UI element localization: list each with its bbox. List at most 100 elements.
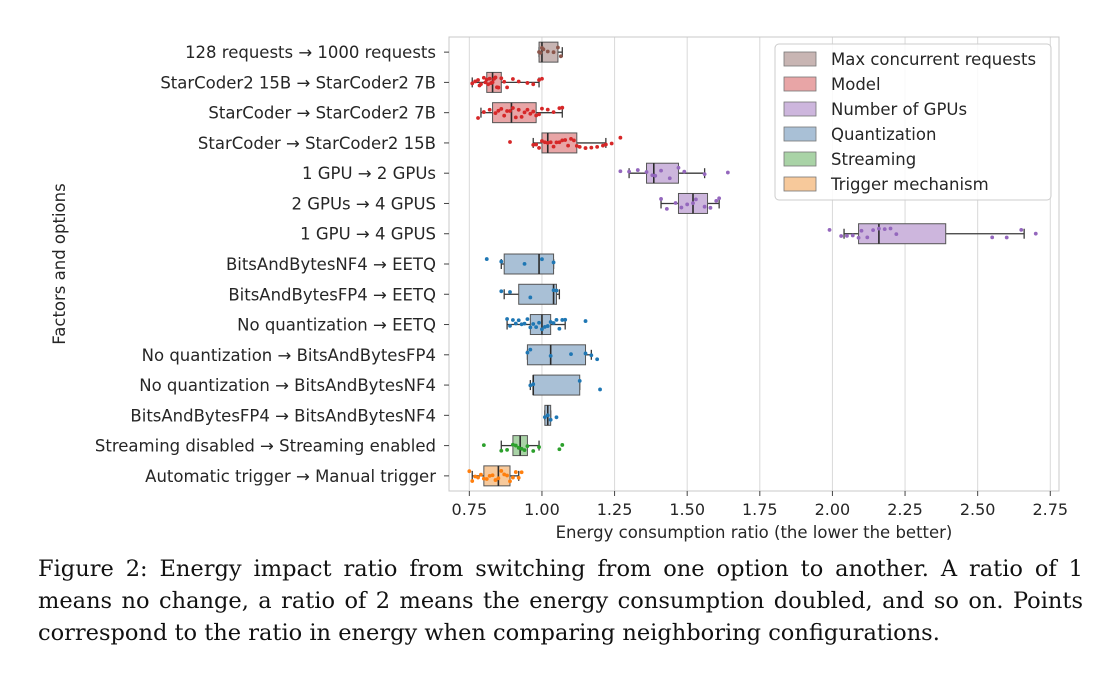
data-point (528, 325, 533, 330)
data-point (513, 443, 518, 448)
data-point (667, 176, 672, 181)
data-point (519, 114, 524, 119)
legend-swatch (783, 101, 817, 117)
data-point (618, 135, 623, 140)
legend-swatch (783, 176, 817, 192)
data-point (490, 80, 495, 85)
data-point (659, 197, 663, 201)
data-point (476, 475, 480, 480)
y-category-label: Automatic trigger → Manual trigger (145, 467, 436, 486)
y-axis-label: Factors and options (50, 183, 69, 344)
data-point (560, 105, 565, 110)
box (492, 102, 537, 124)
data-point (554, 415, 559, 420)
data-point (484, 477, 489, 481)
data-point (609, 141, 614, 146)
data-point (522, 321, 527, 326)
box (858, 223, 947, 245)
data-point (487, 76, 492, 81)
data-point (516, 79, 521, 84)
x-tick-label: 1.50 (669, 500, 705, 519)
data-point (493, 75, 498, 80)
data-point (572, 138, 576, 143)
data-point (691, 201, 695, 206)
data-point (534, 113, 539, 118)
legend-label: Max concurrent requests (831, 50, 1036, 69)
data-point (481, 110, 486, 114)
y-category-label: No quantization → EETQ (237, 316, 436, 335)
box (529, 314, 552, 336)
data-point (511, 106, 515, 110)
chart: 0.75 1.00 1.25 1.50 1.75 2.00 2.25 2.50 2.75 128… (50, 36, 1068, 542)
data-point (557, 140, 562, 145)
data-point (877, 226, 881, 231)
data-point (496, 85, 501, 90)
data-point (502, 79, 507, 84)
data-point (476, 78, 480, 82)
data-point (548, 354, 553, 358)
data-point (557, 447, 562, 452)
data-point (483, 80, 488, 85)
data-point (505, 473, 509, 478)
data-point (481, 476, 486, 481)
data-point (538, 50, 543, 55)
legend-label: Trigger mechanism (830, 175, 989, 194)
data-point (508, 323, 512, 328)
data-point (618, 169, 623, 174)
data-point (493, 478, 498, 482)
x-axis-label: Energy consumption ratio (the lower the … (556, 523, 953, 542)
data-point (563, 138, 568, 142)
data-point (502, 113, 507, 118)
box (503, 253, 555, 275)
data-point (505, 85, 509, 90)
x-tick-label: 1.00 (524, 500, 560, 519)
data-point (531, 143, 536, 147)
data-point (505, 317, 509, 321)
data-point (522, 261, 527, 266)
data-point (990, 235, 995, 240)
data-point (574, 143, 579, 148)
data-point (499, 448, 504, 453)
data-point (685, 202, 690, 207)
y-category-label: Streaming disabled → Streaming enabled (95, 437, 436, 456)
data-point (487, 107, 492, 112)
x-tick-label: 2.75 (1032, 500, 1068, 519)
legend-label: Quantization (831, 125, 936, 144)
data-point (558, 54, 563, 59)
x-tick-label: 2.25 (887, 500, 923, 519)
box (646, 162, 679, 184)
data-point (508, 109, 512, 113)
data-point (545, 324, 550, 328)
data-point (554, 317, 559, 322)
data-point (540, 327, 544, 332)
data-point (601, 143, 605, 148)
data-point (537, 112, 541, 117)
data-point (528, 383, 533, 388)
data-point (859, 228, 864, 233)
data-point (481, 75, 486, 80)
data-point (676, 165, 681, 170)
data-point (551, 50, 556, 55)
data-point (525, 350, 530, 355)
y-category-label: BitsAndBytesFP4 → BitsAndBytesNF4 (130, 406, 436, 425)
x-axis-ticks: 0.75 1.00 1.25 1.50 1.75 2.00 2.25 2.50 2.75 (452, 491, 1068, 519)
box (526, 344, 587, 366)
data-point (513, 115, 518, 120)
data-point (525, 444, 530, 448)
data-point (850, 233, 855, 238)
x-tick-label: 2.50 (960, 500, 996, 519)
data-point (598, 387, 602, 392)
data-point (627, 169, 631, 174)
data-point (508, 140, 512, 144)
data-point (513, 470, 518, 474)
data-point (566, 143, 570, 148)
data-point (1004, 235, 1009, 240)
data-point (583, 319, 588, 323)
data-point (1033, 231, 1038, 236)
y-category-label: No quantization → BitsAndBytesFP4 (142, 346, 436, 365)
data-point (653, 173, 658, 178)
data-point (554, 140, 559, 145)
data-point (556, 45, 560, 50)
data-point (531, 382, 536, 387)
data-point (603, 142, 608, 147)
